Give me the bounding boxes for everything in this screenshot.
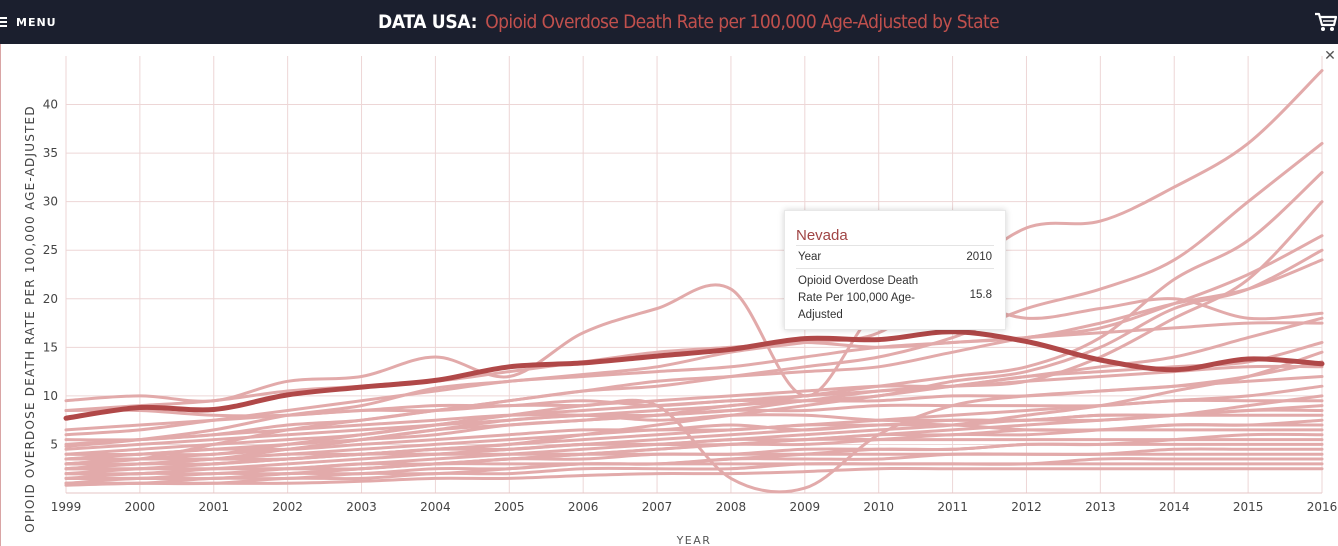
tooltip-metric-value: 15.8 (969, 289, 992, 301)
y-tick-label: 10 (43, 389, 58, 403)
x-tick-label: 2016 (1307, 500, 1338, 514)
series-layer (64, 69, 1324, 494)
state-series-line[interactable] (64, 404, 1324, 476)
x-tick-label: 2007 (642, 500, 673, 514)
x-tick-label: 2001 (198, 500, 229, 514)
y-tick-label: 20 (43, 292, 58, 306)
x-tick-label: 2014 (1159, 500, 1190, 514)
x-axis-ticks: 1999 2000 2001 2002 2003 2004 2005 2006 2007 2008… (51, 500, 1338, 514)
state-series-line[interactable] (64, 321, 1324, 437)
highlight-layer (63, 329, 1325, 421)
menu-label: MENU (16, 15, 57, 29)
x-tick-label: 2004 (420, 500, 451, 514)
x-tick-label: 2003 (346, 500, 377, 514)
x-tick-label: 2009 (790, 500, 821, 514)
highlighted-series-line[interactable] (63, 329, 1325, 421)
tooltip: Nevada Year 2010 Opioid Overdose Death R… (784, 210, 1006, 330)
x-tick-label: 2012 (1011, 500, 1042, 514)
hamburger-icon (0, 17, 8, 27)
line-chart: 5 10 15 20 25 30 35 40 1999 2000 2001 2002 2003 2004… (23, 56, 1338, 546)
state-series-line[interactable] (64, 398, 1324, 451)
x-tick-label: 2011 (937, 500, 968, 514)
state-series-line[interactable] (64, 234, 1324, 446)
tooltip-row-metric: Opioid Overdose Death Rate Per 100,000 A… (796, 273, 994, 323)
y-tick-label: 25 (43, 243, 58, 257)
x-tick-label: 2006 (568, 500, 599, 514)
state-series-line[interactable] (64, 452, 1324, 461)
state-series-line[interactable] (64, 364, 1324, 461)
menu-button[interactable]: MENU (0, 12, 57, 32)
chart-title: Opioid Overdose Death Rate per 100,000 A… (485, 11, 999, 33)
x-tick-label: 2005 (494, 500, 525, 514)
state-series-line[interactable] (64, 258, 1324, 412)
state-series-line[interactable] (64, 462, 1324, 471)
x-tick-label: 1999 (51, 500, 82, 514)
x-tick-label: 2000 (125, 500, 156, 514)
tooltip-title: Nevada (796, 227, 848, 244)
x-axis-label: YEAR (676, 534, 712, 546)
x-tick-label: 2015 (1233, 500, 1264, 514)
y-axis-ticks: 5 10 15 20 25 30 35 40 (43, 98, 58, 452)
y-axis-label: OPIOID OVERDOSE DEATH RATE PER 100,000 A… (23, 105, 37, 533)
x-tick-label: 2008 (716, 500, 747, 514)
y-tick-label: 15 (43, 340, 58, 354)
tooltip-year-label: Year (798, 251, 822, 263)
state-series-line[interactable] (64, 466, 1324, 487)
close-icon[interactable]: ✕ (1324, 48, 1336, 64)
state-series-line[interactable] (64, 283, 1324, 403)
state-series-line[interactable] (64, 437, 1324, 466)
x-tick-label: 2013 (1085, 500, 1116, 514)
y-tick-label: 40 (43, 98, 58, 112)
tooltip-metric-label: Opioid Overdose Death Rate Per 100,000 A… (798, 275, 919, 321)
x-tick-label: 2010 (863, 500, 894, 514)
x-tick-label: 2002 (272, 500, 303, 514)
page-title: DATA USA: Opioid Overdose Death Rate per… (378, 8, 1000, 36)
y-tick-label: 30 (43, 195, 58, 209)
panel-border (0, 44, 1, 546)
shopping-cart-icon[interactable] (1314, 10, 1338, 34)
state-series-line[interactable] (64, 457, 1324, 486)
state-series-line[interactable] (64, 360, 1324, 494)
state-series-line[interactable] (64, 422, 1324, 457)
brand-logo-text[interactable]: DATA USA: (378, 11, 478, 33)
y-tick-label: 35 (43, 146, 58, 160)
tooltip-row-year: Year 2010 (796, 245, 994, 269)
state-series-line[interactable] (64, 171, 1324, 471)
tooltip-year-value: 2010 (966, 251, 992, 263)
y-tick-label: 5 (50, 437, 58, 451)
state-series-line[interactable] (64, 413, 1324, 442)
top-bar: MENU DATA USA: Opioid Overdose Death Rat… (0, 0, 1338, 44)
